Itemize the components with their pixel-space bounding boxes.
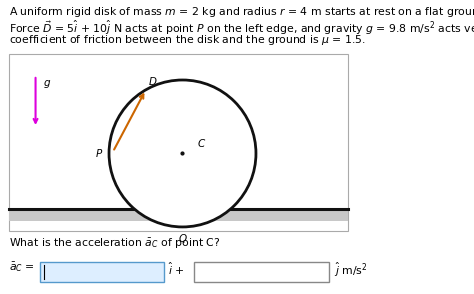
- Text: $C$: $C$: [197, 137, 206, 149]
- Bar: [194, 262, 329, 282]
- Text: $g$: $g$: [43, 78, 51, 90]
- Bar: [40, 262, 164, 282]
- Text: $\hat{i}$ +: $\hat{i}$ +: [168, 260, 185, 277]
- Bar: [9, 54, 348, 231]
- Ellipse shape: [109, 80, 256, 227]
- Text: $P$: $P$: [95, 148, 103, 159]
- Text: A uniform rigid disk of mass $m$ = 2 kg and radius $r$ = 4 m starts at rest on a: A uniform rigid disk of mass $m$ = 2 kg …: [9, 5, 474, 19]
- Text: $\bar{a}_C$ =: $\bar{a}_C$ =: [9, 260, 34, 274]
- Text: $\hat{j}$ m/s$^2$: $\hat{j}$ m/s$^2$: [334, 260, 368, 278]
- Text: What is the acceleration $\bar{a}_C$ of point C?: What is the acceleration $\bar{a}_C$ of …: [9, 237, 220, 251]
- Bar: [9, 209, 348, 220]
- Text: $Q$: $Q$: [178, 232, 187, 245]
- Text: $D$: $D$: [148, 75, 158, 87]
- Text: Force $\vec{D}$ = 5$\hat{i}$ + 10$\hat{j}$ N acts at point $P$ on the left edge,: Force $\vec{D}$ = 5$\hat{i}$ + 10$\hat{j…: [9, 19, 474, 37]
- Text: coefficient of friction between the disk and the ground is $\mu$ = 1.5.: coefficient of friction between the disk…: [9, 33, 365, 47]
